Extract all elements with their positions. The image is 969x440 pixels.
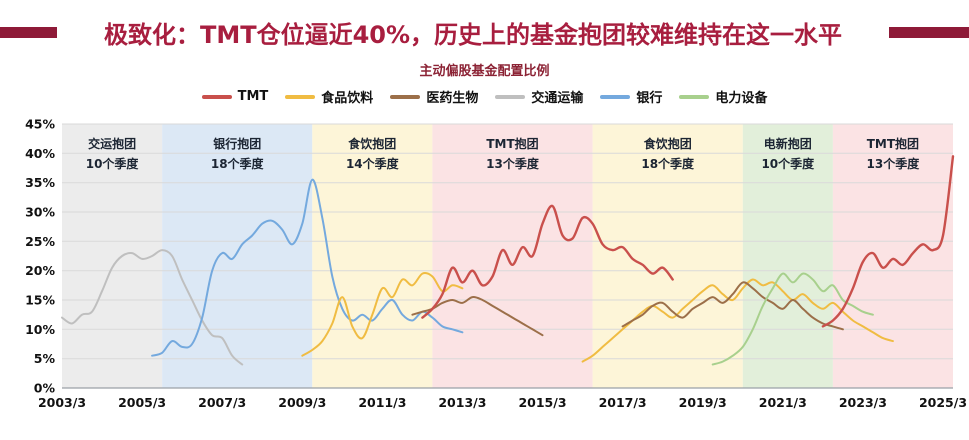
x-tick-label: 2013/3 xyxy=(438,395,486,410)
band-label-quarters: 13个季度 xyxy=(486,156,540,171)
x-tick-label: 2009/3 xyxy=(278,395,326,410)
x-tick-label: 2023/3 xyxy=(839,395,887,410)
band-transport-cluster xyxy=(62,124,163,388)
band-label-quarters: 18个季度 xyxy=(641,156,695,171)
legend-swatch-food-beverage xyxy=(285,94,316,99)
y-tick-label: 20% xyxy=(25,263,55,278)
series-line-tmt xyxy=(421,204,674,319)
x-tick-label: 2005/3 xyxy=(118,395,166,410)
band-food-cluster-2 xyxy=(592,124,743,388)
legend-item-pharma-bio: 医药生物 xyxy=(390,87,478,106)
header-accent-bar-left xyxy=(0,27,57,38)
legend-item-transport: 交通运输 xyxy=(495,87,583,106)
series-line-bank xyxy=(151,178,464,357)
band-label-quarters: 10个季度 xyxy=(761,156,815,171)
series-line-food-beverage xyxy=(301,272,464,357)
x-tick-label: 2019/3 xyxy=(679,395,727,410)
band-tmt-cluster-1 xyxy=(432,124,593,388)
x-tick-label: 2003/3 xyxy=(38,395,86,410)
legend-label-tmt: TMT xyxy=(237,89,269,104)
series-line-tmt xyxy=(821,155,955,328)
band-label-quarters: 14个季度 xyxy=(346,156,400,171)
legend-label-food-beverage: 食品饮料 xyxy=(321,91,374,106)
legend-label-bank: 银行 xyxy=(636,91,663,106)
series-line-pharma-bio xyxy=(621,281,844,331)
band-label-quarters: 18个季度 xyxy=(211,156,265,171)
band-tmt-cluster-2 xyxy=(832,124,953,388)
legend-item-food-beverage: 食品饮料 xyxy=(285,87,373,106)
legend-label-power-equipment: 电力设备 xyxy=(715,91,768,106)
legend-swatch-power-equipment xyxy=(679,94,710,99)
chart-legend: TMT 食品饮料 医药生物 交通运输 银行 电力设备 xyxy=(0,87,969,106)
band-food-cluster-1 xyxy=(312,124,433,388)
legend-item-tmt: TMT xyxy=(201,89,269,104)
y-tick-label: 30% xyxy=(25,205,55,220)
band-label-name: TMT抱团 xyxy=(867,136,919,151)
y-tick-label: 15% xyxy=(25,293,55,308)
band-label-name: 食饮抱团 xyxy=(643,136,692,151)
line-chart: 0% 5% 10% 15% 20% 25% 30% 35% 40% 45% 交运抱团 10个季度 银行抱… xyxy=(0,110,969,416)
y-tick-label: 35% xyxy=(25,175,55,190)
slide-canvas: 极致化：TMT仓位逼近40%，历史上的基金抱团较难维持在这一水平 主动偏股基金配… xyxy=(0,15,969,440)
y-tick-label: 25% xyxy=(25,234,55,249)
chart-svg: 0% 5% 10% 15% 20% 25% 30% 35% 40% 45% 交运抱团 10个季度 银行抱… xyxy=(25,117,967,411)
y-tick-label: 45% xyxy=(25,117,55,132)
band-label-quarters: 10个季度 xyxy=(86,156,140,171)
x-tick-label: 2015/3 xyxy=(518,395,566,410)
band-label-name: 交运抱团 xyxy=(88,136,136,151)
x-tick-label: 2025/3 xyxy=(919,395,967,410)
band-label-name: 食饮抱团 xyxy=(347,136,396,151)
legend-swatch-pharma-bio xyxy=(390,94,421,99)
legend-swatch-transport xyxy=(495,94,526,99)
header-accent-bar-right xyxy=(889,27,969,38)
legend-item-power-equipment: 电力设备 xyxy=(679,87,767,106)
series-line-transport xyxy=(61,249,244,366)
x-tick-label: 2011/3 xyxy=(358,395,406,410)
x-tick-label: 2021/3 xyxy=(759,395,807,410)
header: 极致化：TMT仓位逼近40%，历史上的基金抱团较难维持在这一水平 xyxy=(0,15,969,50)
page-title: 极致化：TMT仓位逼近40%，历史上的基金抱团较难维持在这一水平 xyxy=(103,21,843,49)
x-tick-label: 2017/3 xyxy=(599,395,647,410)
legend-swatch-bank xyxy=(600,94,631,99)
band-power-cluster xyxy=(742,124,833,388)
band-label-name: 电新抱团 xyxy=(764,136,812,151)
y-tick-label: 40% xyxy=(25,146,55,161)
band-label-quarters: 13个季度 xyxy=(867,156,921,171)
chart-title: 主动偏股基金配置比例 xyxy=(419,64,550,79)
band-label-name: 银行抱团 xyxy=(213,136,261,151)
x-tick-label: 2007/3 xyxy=(198,395,246,410)
y-tick-label: 10% xyxy=(25,322,55,337)
y-tick-label: 5% xyxy=(34,351,56,366)
legend-swatch-tmt xyxy=(201,94,232,99)
legend-label-pharma-bio: 医药生物 xyxy=(426,91,479,106)
y-tick-label: 0% xyxy=(34,381,56,396)
legend-item-bank: 银行 xyxy=(600,87,662,106)
band-label-name: TMT抱团 xyxy=(486,136,538,151)
band-bank-cluster xyxy=(162,124,313,388)
legend-label-transport: 交通运输 xyxy=(531,91,584,106)
